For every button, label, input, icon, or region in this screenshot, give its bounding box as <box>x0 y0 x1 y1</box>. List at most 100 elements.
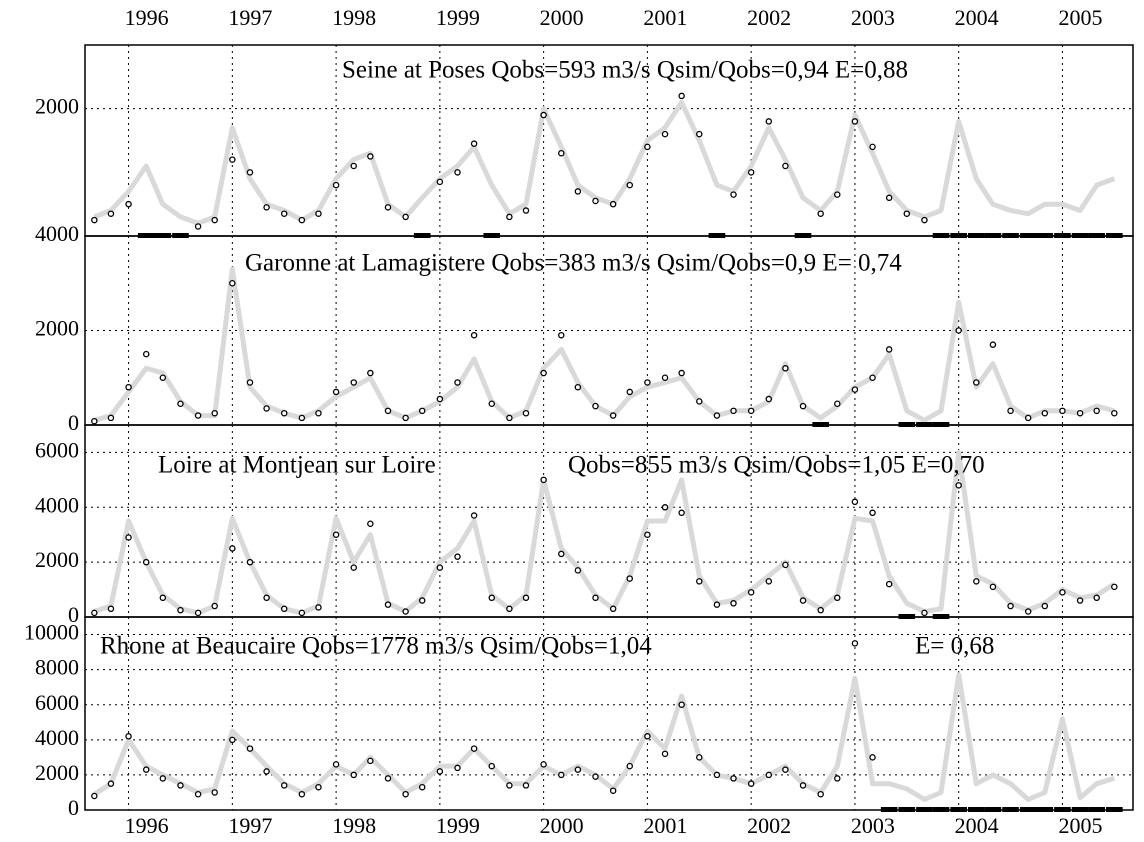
obs-point <box>730 191 737 198</box>
obs-point <box>626 575 634 582</box>
obs-point <box>558 550 565 558</box>
obs-point <box>765 395 773 403</box>
obs-point <box>298 414 306 422</box>
obs-point <box>1111 409 1118 417</box>
obs-point <box>522 594 530 602</box>
obs-point <box>298 609 306 617</box>
obs-point <box>384 407 392 415</box>
obs-point <box>107 414 115 422</box>
obs-point <box>402 790 409 798</box>
obs-point <box>799 402 807 410</box>
x-tick-label: 1997 <box>228 5 272 30</box>
obs-point <box>211 602 218 610</box>
obs-point <box>332 531 340 538</box>
obs-point <box>125 534 132 541</box>
obs-point <box>506 782 513 789</box>
obs-point <box>626 181 634 189</box>
obs-point <box>1111 583 1118 591</box>
obs-point <box>955 482 962 489</box>
obs-point <box>332 761 340 768</box>
x-tick-label: 1997 <box>228 813 272 838</box>
x-tick-label: 1996 <box>125 5 169 30</box>
obs-point <box>246 379 254 386</box>
obs-point <box>747 589 755 596</box>
obs-point <box>418 783 426 791</box>
panel-frame <box>84 616 1134 811</box>
obs-point <box>280 782 288 789</box>
y-tick-label: 2000 <box>35 547 79 572</box>
obs-point <box>367 153 374 160</box>
obs-point <box>177 782 184 789</box>
x-tick-label: 1998 <box>332 5 376 30</box>
obs-point <box>194 609 202 617</box>
obs-point <box>332 388 340 396</box>
obs-point <box>574 766 582 773</box>
obs-point <box>644 143 651 151</box>
obs-point <box>470 512 478 519</box>
obs-point <box>280 409 288 417</box>
obs-point <box>454 553 461 560</box>
obs-point <box>592 197 599 205</box>
sim-line <box>93 449 1116 616</box>
obs-point <box>609 412 617 419</box>
y-tick-label: 10000 <box>24 620 79 645</box>
y-tick-label: 6000 <box>35 690 79 715</box>
obs-point <box>488 762 495 770</box>
obs-point <box>107 210 115 217</box>
obs-point <box>540 369 547 377</box>
obs-point <box>107 605 115 613</box>
y-tick-label: 2000 <box>35 760 79 785</box>
obs-point <box>1007 407 1014 415</box>
obs-point <box>1041 602 1049 610</box>
obs-point <box>782 365 789 372</box>
obs-point <box>799 782 807 789</box>
obs-point <box>522 207 530 214</box>
obs-point <box>436 564 444 571</box>
obs-point <box>592 773 599 780</box>
obs-point <box>436 395 444 403</box>
obs-point <box>644 379 651 386</box>
obs-point <box>211 789 218 796</box>
obs-point <box>921 216 928 224</box>
x-tick-label: 2005 <box>1058 5 1102 30</box>
obs-point <box>402 414 409 422</box>
obs-point <box>454 169 461 176</box>
y-tick-label: 6000 <box>35 437 79 462</box>
obs-point <box>696 754 703 761</box>
y-tick-label: 2000 <box>35 316 79 341</box>
annotation: Rhone at Beaucaire Qobs=1778 m3/s Qsim/Q… <box>100 633 652 660</box>
y-tick-label: 0 <box>68 410 79 435</box>
sim-line <box>93 266 1115 423</box>
obs-point <box>765 118 773 125</box>
obs-point <box>159 374 167 381</box>
obs-point <box>661 374 669 381</box>
x-tick-label: 1999 <box>436 5 480 30</box>
obs-point <box>973 379 980 386</box>
obs-point <box>765 578 773 585</box>
obs-point <box>263 204 270 211</box>
annotation: Loire at Montjean sur Loire <box>158 452 436 479</box>
x-tick-label: 2003 <box>851 5 895 30</box>
obs-point <box>644 733 651 740</box>
obs-point <box>1041 409 1049 417</box>
x-tick-label: 1996 <box>125 813 169 838</box>
obs-point <box>558 771 565 779</box>
obs-point <box>592 402 599 410</box>
panel: 2000 Seine at Poses Qobs=593 m3/s Qsim/Qo… <box>35 44 1134 238</box>
obs-point <box>1076 597 1084 604</box>
obs-point <box>418 407 426 415</box>
x-tick-label: 2000 <box>540 813 584 838</box>
obs-point <box>661 750 669 758</box>
obs-point <box>730 775 737 782</box>
obs-point <box>350 162 357 170</box>
x-tick-label: 2003 <box>851 813 895 838</box>
obs-point <box>782 561 789 569</box>
obs-point <box>384 601 392 608</box>
obs-point <box>436 178 444 186</box>
obs-point <box>159 775 167 782</box>
x-tick-label: 2000 <box>540 5 584 30</box>
obs-point <box>1024 608 1032 615</box>
obs-point <box>713 412 721 419</box>
obs-point <box>678 509 685 517</box>
obs-point <box>91 609 98 617</box>
